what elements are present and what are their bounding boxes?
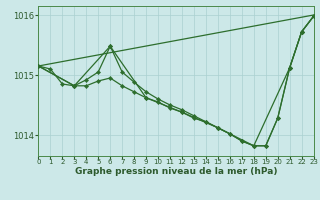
X-axis label: Graphe pression niveau de la mer (hPa): Graphe pression niveau de la mer (hPa)	[75, 167, 277, 176]
